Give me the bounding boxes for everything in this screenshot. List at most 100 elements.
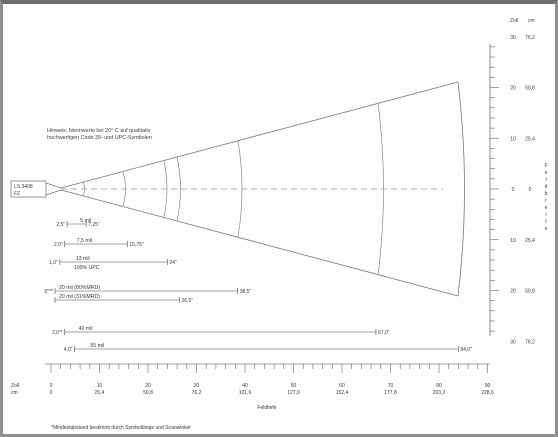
bottom-axis-label: 00 [50,383,53,396]
right-axis-cm-value: 76,2 [525,339,535,345]
range-near-label: 0"** [45,289,54,295]
right-axis-label: 20 50,8 [510,289,535,295]
right-axis-zoll-value: 20 [510,86,516,92]
range-symbol-label: 40 mil [79,326,93,332]
bottom-axis-zoll-value: 50 [291,383,297,389]
bottom-axis-zoll-value: 80 [436,383,442,389]
range-near-label: 2,0"* [52,330,63,336]
right-axis-title-letter: e [545,226,548,232]
bottom-axis-zoll-value: 20 [145,383,151,389]
right-axis-label: 20 50,8 [510,86,535,92]
bottom-axis-cm-value: 0 [50,390,53,396]
range-far-label: 38,5" [240,289,252,295]
bottom-axis-cm-value: 203,2 [433,390,446,396]
right-axis-unit-cm: cm [528,18,535,24]
range-symbol-label: 5 mil [80,218,91,224]
right-axis-cm-value: 25,4 [525,238,535,244]
right-axis-title-letter: i [545,212,546,218]
bottom-axis-zoll-value: 30 [194,383,200,389]
range-near-label: 2,0" [54,242,63,248]
right-axis-label: 30 76,2 [510,35,535,41]
bottom-axis-cm-value: 25,4 [95,390,105,396]
bottom-axis-zoll-label: Zoll [11,383,19,389]
scanner-variant: FZ [14,191,20,197]
right-axis-cm-value: 50,8 [525,289,535,295]
range-far-label: 7,25" [88,222,100,228]
bottom-axis-cm-value: 127,0 [287,390,300,396]
range-bar: 20 mil (31%MRD) 26,5" [54,294,194,304]
right-axis-zoll-value: 20 [510,289,516,295]
right-axis-title-letter: d [545,184,548,190]
range-far-label: 84,0" [460,347,472,353]
scanner-model: LS 3408 [14,184,33,190]
right-axis-title-letter: l [545,177,546,183]
scan-cone [60,81,465,297]
bottom-axis-cm-value: 228,6 [481,390,494,396]
bottom-axis-zoll-value: 40 [242,383,248,389]
right-axis-label: 10 25,4 [510,136,535,142]
right-axis-zoll-value: 10 [510,238,516,244]
right-axis: Zoll cm 30 76,220 50,810 25,40 010 25,420 50,8… [489,18,548,345]
right-axis-zoll-value: 10 [510,136,516,142]
hint-line-1: Hinweis: Nennwerte bei 20° C auf qualita… [47,128,151,134]
bottom-axis-zoll-value: 70 [388,383,394,389]
range-bar: 2,0"* 40 mil 67,0" [52,326,390,336]
right-axis-cm-value: 50,8 [525,86,535,92]
bottom-axis-cm-value: 177,8 [384,390,397,396]
cone-upper-edge [60,81,459,189]
right-axis-title-letter: e [545,205,548,211]
right-axis-cm-value: 25,4 [525,136,535,142]
bottom-axis-zoll-value: 60 [339,383,345,389]
range-symbol-label: 7,5 mil [77,238,92,244]
range-far-label: 26,5" [182,298,194,304]
right-axis-title-letter: F [544,163,547,169]
right-axis-title-letter: e [545,170,548,176]
right-axis-title-letter: r [545,198,547,204]
right-axis-cm-value: 76,2 [525,35,535,41]
range-bar: 4,0" 55 mil 84,0" [64,343,472,353]
right-axis-label: 10 25,4 [510,238,535,244]
cone-end-arc [457,81,465,297]
range-symbol-label: 20 mil (31%MRD) [59,294,100,300]
right-axis-zoll-value: 30 [510,339,516,345]
range-far-label: 24" [169,260,177,266]
bottom-axis-cm-value: 76,2 [192,390,202,396]
right-axis-cm-value: 0 [529,187,532,193]
bottom-axis-zoll-value: 0 [50,383,53,389]
depth-of-field-diagram: LS 3408 FZ Hinweis: Nennwerte bei 20° C … [10,18,548,431]
bottom-axis-title: Feldtiefe [257,405,276,411]
range-near-label: 4,0" [64,347,73,353]
bottom-axis-cm-value: 101,6 [239,390,252,396]
range-symbol-label: 13 mil [76,256,90,262]
right-axis-zoll-value: 30 [510,35,516,41]
range-arc-26 [176,156,181,222]
range-bar: 1,0" 13 mil 100% UPC 24" [49,256,177,271]
right-axis-title-letter: t [545,219,547,225]
bottom-axis-cm-value: 152,4 [336,390,349,396]
bottom-axis-zoll-value: 90 [485,383,491,389]
right-axis-title-letter: b [545,191,548,197]
bottom-axis-cm-value: 50,8 [143,390,153,396]
scanner-box: LS 3408 FZ [10,180,62,198]
range-bar: 2,0" 7,5 mil 15,75" [54,238,144,248]
footnote: *Mindestabstand bestimmt durch Symbollän… [51,425,191,431]
bottom-axis-zoll-value: 10 [97,383,103,389]
range-bar: 0"** 20 mil (80%MRD) 38,5" [45,285,252,295]
range-near-label: 2,5" [56,222,65,228]
range-far-label: 67,0" [378,330,390,336]
right-axis-unit-zoll: Zoll [510,18,518,24]
bottom-axis-cm-label: cm [11,390,18,396]
